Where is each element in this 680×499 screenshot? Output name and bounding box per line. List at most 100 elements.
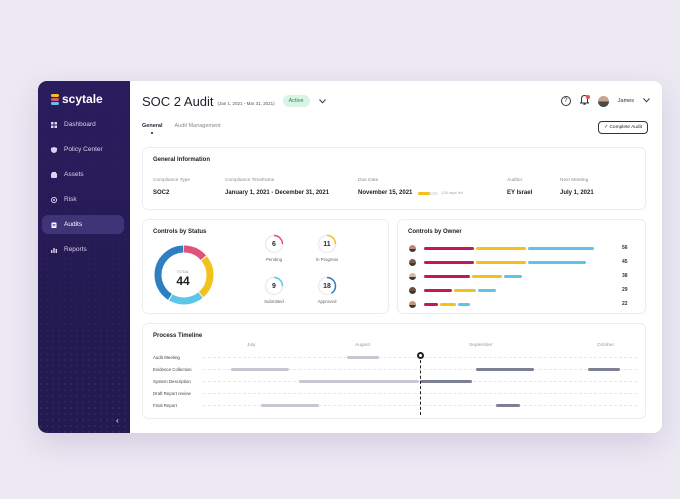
task-label: System Description [153,379,191,384]
bar-chart-icon [51,247,57,253]
owner-bar-segment [528,260,586,264]
app-window: scytale Dashboard Policy Center Assets [38,81,662,433]
owner-bar-segment [476,246,526,250]
chevron-down-icon[interactable] [318,97,326,106]
field-due-date: Due Date November 15, 2021 126 days left [358,178,463,196]
stat-approved: 18 Approved [312,276,342,304]
today-marker-line [420,355,421,415]
sidebar-item-risk[interactable]: Risk [42,190,124,209]
sidebar-item-label: Audits [64,221,83,228]
owner-avatar [409,244,416,252]
tab-audit-management[interactable]: Audit Management [174,123,221,129]
sidebar-item-reports[interactable]: Reports [42,240,124,259]
owner-avatar [409,258,416,266]
field-auditor: Auditor EY Israel [507,178,533,196]
timeline-bar-system-description[interactable] [420,380,472,383]
task-label: Evidence Collection [153,367,192,372]
field-compliance-type: Compliance Type SOC2 [153,178,190,196]
timeline-bar-evidence-collection[interactable] [231,368,289,371]
owner-bar-segment [440,302,456,306]
owner-count: 56 [622,245,628,251]
task-label: Audit Meeting [153,355,180,360]
card-title: Process Timeline [153,333,203,339]
sidebar-item-dashboard[interactable]: Dashboard [42,115,124,134]
owner-bar-segment [424,288,452,292]
notification-bell-icon[interactable] [579,94,590,107]
owner-avatar [409,272,416,280]
main-content: SOC 2 Audit (Jan 1, 2021 - Mar 31, 2021)… [130,81,662,433]
timeline-bar-evidence-collection[interactable] [588,368,620,371]
target-icon [50,196,58,203]
sidebar-item-assets[interactable]: Assets [42,165,124,184]
page-title: SOC 2 Audit [142,93,214,109]
sidebar-item-label: Risk [64,196,77,203]
sidebar-item-label: Reports [64,246,87,253]
owner-row[interactable]: 45 [409,258,628,266]
timeline-bar-system-description[interactable] [299,380,419,383]
sidebar-item-policy-center[interactable]: Policy Center [42,140,124,159]
box-icon [51,171,57,178]
stat-in-progress: 11 In Progress [312,234,342,262]
field-next-meeting: Next Meeting July 1, 2021 [560,178,594,196]
timeline-bar-evidence-collection[interactable] [476,368,534,371]
task-label: Draft Report review [153,391,191,396]
donut-total: TOTAL 44 [176,269,190,288]
owner-bar-segment [424,260,474,264]
timeline-bar-final-report[interactable] [261,404,319,407]
shield-icon [51,146,57,153]
user-menu-chevron-icon[interactable] [643,97,650,105]
sidebar-item-label: Assets [64,171,84,178]
month-label: July [247,343,256,348]
month-label: September [469,343,493,348]
owner-bar-segment [504,274,522,278]
donut-segment-in-progress[interactable] [154,245,214,305]
clipboard-icon [51,222,57,228]
timeline-bar-audit-meeting[interactable] [347,356,379,359]
logo[interactable]: scytale [51,92,103,106]
owner-row[interactable]: 56 [409,244,628,252]
sidebar-item-audits[interactable]: Audits [42,215,124,234]
general-information-card: General Information Compliance Type SOC2… [142,147,646,210]
timeline-bar-final-report[interactable] [496,404,520,407]
collapse-sidebar-button[interactable]: ‹ [116,416,119,425]
owner-bar-segment [458,302,470,306]
owner-row[interactable]: 29 [409,286,628,294]
controls-by-owner-card: Controls by Owner 56 45 38 29 22 [397,219,646,314]
card-title: Controls by Owner [408,229,462,235]
notification-dot [585,95,590,99]
owner-bar-segment [424,274,470,278]
controls-by-status-card: Controls by Status TOTAL 44 6 Pending 11… [142,219,389,314]
header-actions: ? James [560,94,650,107]
sidebar-item-label: Policy Center [64,146,103,153]
owner-bar-segment [424,302,438,306]
owner-bar-segment [454,288,476,292]
owner-row[interactable]: 38 [409,272,628,280]
sidebar: scytale Dashboard Policy Center Assets [38,81,130,433]
owner-bar-segment [528,246,594,250]
owner-avatar [409,286,416,294]
owner-count: 22 [622,301,628,307]
tab-general[interactable]: General [142,123,162,134]
page-header: SOC 2 Audit (Jan 1, 2021 - Mar 31, 2021)… [142,90,650,112]
avatar[interactable] [597,95,609,107]
process-timeline-card: Process Timeline July August September O… [142,323,646,419]
donut-segment-submitted[interactable] [154,245,214,305]
owner-row[interactable]: 22 [409,300,628,308]
complete-audit-button[interactable]: ✓ Complete Audit [598,121,648,134]
owner-avatar [409,300,416,308]
logo-icon [51,93,59,105]
user-name[interactable]: James [617,98,634,104]
owner-bar-segment [478,288,496,292]
grid-icon [51,121,57,128]
progress-ring [317,276,337,296]
owner-count: 38 [622,273,628,279]
owner-bar-segment [472,274,502,278]
progress-ring [264,234,284,254]
help-icon[interactable]: ? [560,96,571,106]
donut-segment-approved[interactable] [154,245,214,305]
owner-count: 45 [622,259,628,265]
task-label: Final Report [153,403,177,408]
check-icon: ✓ [604,125,609,130]
field-compliance-timeframe: Compliance Timeframe January 1, 2021 - D… [225,178,330,196]
card-title: Controls by Status [153,229,207,235]
